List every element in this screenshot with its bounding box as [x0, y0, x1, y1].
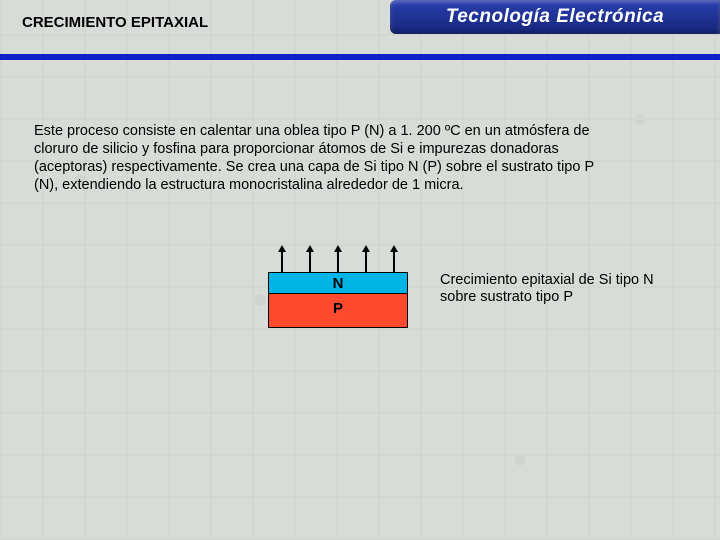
diagram-caption: Crecimiento epitaxial de Si tipo N sobre… [440, 272, 670, 307]
section-title: CRECIMIENTO EPITAXIAL [0, 0, 208, 31]
growth-arrow-icon [337, 250, 339, 272]
growth-arrow-icon [309, 250, 311, 272]
header: CRECIMIENTO EPITAXIAL Tecnología Electró… [0, 0, 720, 54]
p-layer: P [268, 294, 408, 328]
n-layer: N [268, 272, 408, 294]
growth-arrow-icon [365, 250, 367, 272]
growth-arrow-icon [393, 250, 395, 272]
brand-banner: Tecnología Electrónica [390, 0, 720, 34]
body-paragraph: Este proceso consiste en calentar una ob… [34, 122, 594, 195]
header-underline [0, 54, 720, 60]
epitaxial-diagram: N P [268, 272, 408, 328]
growth-arrows [268, 252, 408, 272]
growth-arrow-icon [281, 250, 283, 272]
